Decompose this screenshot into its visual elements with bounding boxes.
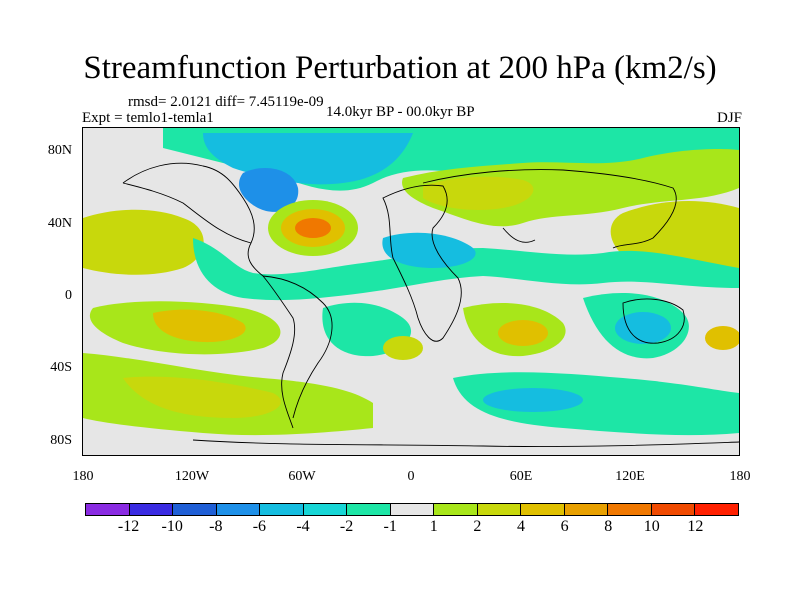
contour-labrador xyxy=(238,168,299,212)
contour-s-atlantic-pos xyxy=(383,336,423,360)
contour-southern-ocean-east xyxy=(453,372,739,436)
x-tick-120w: 120W xyxy=(174,469,210,484)
contour-africa-neg xyxy=(382,232,476,268)
x-tick-60e: 60E xyxy=(509,469,533,484)
colorbar-label-3: -6 xyxy=(252,518,267,535)
y-tick-80n: 80N xyxy=(47,143,72,158)
stats-label: rmsd= 2.0121 diff= 7.45119e-09 xyxy=(128,94,324,110)
colorbar-swatch-9 xyxy=(477,504,522,515)
colorbar-label-10: 6 xyxy=(560,518,569,535)
colorbar-swatch-5 xyxy=(303,504,348,515)
contour-southern-ocean-core xyxy=(123,376,281,418)
colorbar-swatch-1 xyxy=(129,504,174,515)
contour-tropics xyxy=(193,238,739,301)
contour-eurasia-core xyxy=(423,176,534,210)
colorbar-label-4: -4 xyxy=(296,518,310,535)
colorbar-swatch-14 xyxy=(695,504,738,515)
x-tick-120e: 120E xyxy=(615,469,645,484)
y-tick-0: 0 xyxy=(65,288,72,303)
colorbar xyxy=(85,503,739,516)
x-tick-0: 0 xyxy=(407,469,415,484)
coastline-australia xyxy=(622,298,685,344)
season-label: DJF xyxy=(716,110,742,126)
colorbar-label-12: 10 xyxy=(643,518,660,535)
contour-atlantic-core xyxy=(295,218,331,238)
coastline-north-america-west xyxy=(122,182,252,244)
coastline-south-america xyxy=(262,275,333,419)
coastline-americas xyxy=(122,162,296,429)
contour-s-pacific-core xyxy=(153,309,246,343)
contour-map xyxy=(83,128,739,455)
colorbar-swatch-11 xyxy=(564,504,609,515)
y-tick-80s: 80S xyxy=(50,433,72,448)
colorbar-label-11: 8 xyxy=(604,518,613,535)
chart-title: Streamfunction Perturbation at 200 hPa (… xyxy=(83,50,717,86)
colorbar-swatch-10 xyxy=(521,504,565,515)
colorbar-swatch-4 xyxy=(260,504,304,515)
colorbar-swatch-0 xyxy=(86,504,130,515)
coastlines xyxy=(122,162,739,447)
colorbar-label-13: 12 xyxy=(687,518,704,535)
map-panel xyxy=(82,127,740,456)
contour-s-pacific-west xyxy=(705,326,739,350)
colorbar-label-5: -2 xyxy=(339,518,354,535)
x-tick-60w: 60W xyxy=(288,469,316,484)
contour-australia-core xyxy=(615,312,671,344)
colorbar-label-8: 2 xyxy=(473,518,482,535)
y-tick-40n: 40N xyxy=(47,216,72,231)
coastline-india xyxy=(502,227,536,243)
colorbar-label-2: -8 xyxy=(209,518,223,535)
colorbar-swatch-7 xyxy=(390,504,435,515)
colorbar-label-6: -1 xyxy=(383,518,397,535)
colorbar-swatch-2 xyxy=(173,504,217,515)
contour-pacific-east xyxy=(83,209,204,275)
y-tick-40s: 40S xyxy=(50,360,72,375)
colorbar-swatch-8 xyxy=(434,504,478,515)
x-tick-180e: 180 xyxy=(729,469,751,484)
colorbar-swatch-6 xyxy=(347,504,391,515)
coastline-antarctica xyxy=(192,439,739,447)
colorbar-swatch-3 xyxy=(216,504,261,515)
contour-indian-core xyxy=(498,320,548,346)
contour-southern-ocean-neg xyxy=(483,388,583,412)
period-label: 14.0kyr BP - 00.0kyr BP xyxy=(326,104,475,120)
colorbar-label-9: 4 xyxy=(517,518,525,535)
colorbar-label-0: -12 xyxy=(117,518,140,535)
colorbar-swatch-12 xyxy=(608,504,652,515)
coastline-eurasia xyxy=(422,169,677,249)
colorbar-label-1: -10 xyxy=(161,518,183,535)
coastline-africa xyxy=(382,184,462,342)
colorbar-label-7: 1 xyxy=(429,518,438,535)
experiment-label: Expt = temlo1-temla1 xyxy=(82,110,214,126)
colorbar-swatch-13 xyxy=(651,504,696,515)
x-tick-180w: 180 xyxy=(72,469,94,484)
